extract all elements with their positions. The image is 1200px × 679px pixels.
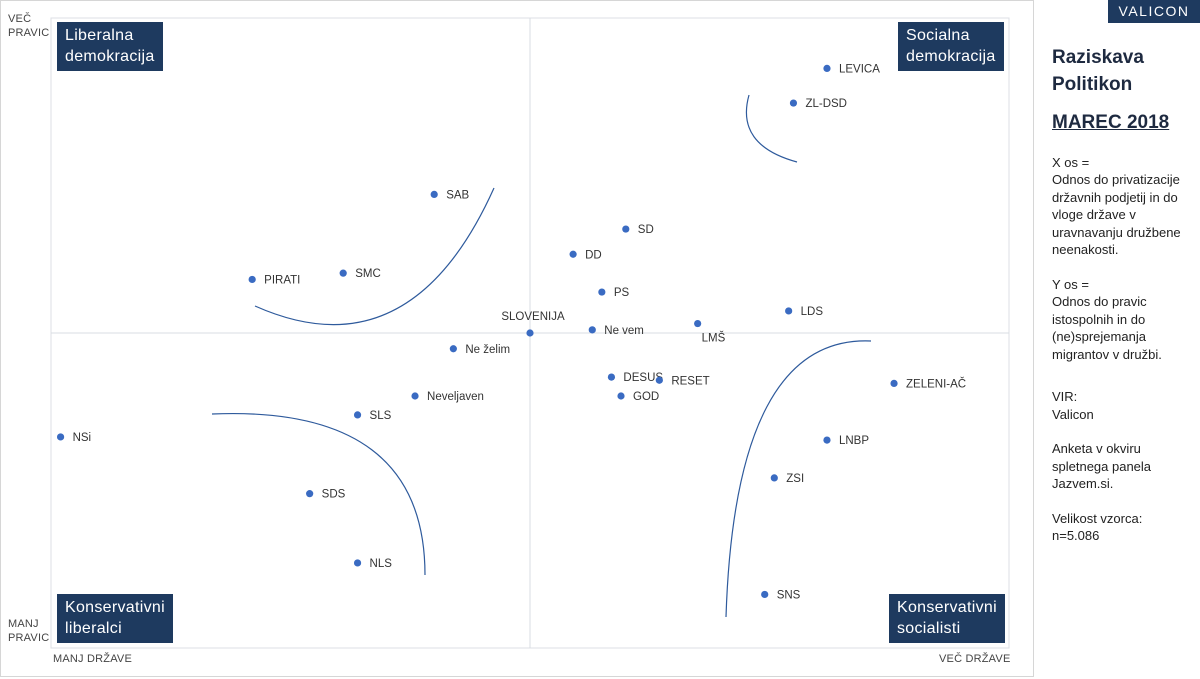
quadrant-label-line1: Liberalna xyxy=(65,27,134,44)
point-lms xyxy=(694,319,702,328)
y-axis-description: Odnos do pravic istospolnih in do (ne)sp… xyxy=(1052,294,1162,362)
point-zl-dsd xyxy=(789,99,798,107)
point-sd xyxy=(622,225,630,233)
point-label-desus: DESUS xyxy=(623,372,663,384)
point-ne-vem xyxy=(588,326,596,334)
x-axis-description: Odnos do privatizacije državnih podjetij… xyxy=(1052,172,1181,257)
point-label-sd: SD xyxy=(638,224,654,236)
valicon-logo: VALICON xyxy=(1108,0,1200,23)
point-slovenija xyxy=(526,329,534,337)
sample-heading: Velikost vzorca: xyxy=(1052,510,1143,526)
survey-month: MAREC 2018 xyxy=(1052,112,1170,133)
survey-note: Anketa v okviru spletnega panela Jazvem.… xyxy=(1052,441,1152,491)
point-label-sls: SLS xyxy=(370,410,392,422)
point-label-zeleni-ac: ZELENI-AČ xyxy=(906,377,966,390)
y-axis-top-label: VEČ PRAVIC xyxy=(8,12,49,40)
point-zeleni-ac xyxy=(890,379,898,387)
point-lds xyxy=(785,307,793,315)
y-axis-bottom-label: MANJ PRAVIC xyxy=(8,617,49,645)
quadrant-label-line1: Socialna xyxy=(906,27,970,44)
point-nls xyxy=(353,559,362,567)
point-sab xyxy=(430,190,438,198)
point-label-levica: LEVICA xyxy=(839,63,880,75)
quadrant-liberal-democracy: Liberalna demokracija xyxy=(57,22,163,71)
cluster-arc-bottom-left xyxy=(211,412,426,576)
y-axis-top-line2: PRAVIC xyxy=(8,27,50,39)
x-axis-heading: X os = xyxy=(1052,154,1090,170)
y-axis-top-line1: VEČ xyxy=(8,13,32,25)
source-heading: VIR: xyxy=(1052,389,1078,404)
y-axis-bottom-line2: PRAVIC xyxy=(8,632,50,644)
point-label-sds: SDS xyxy=(322,489,346,501)
point-label-lnbp: LNBP xyxy=(839,435,869,447)
point-label-sns: SNS xyxy=(777,589,801,601)
point-label-ne-zelim: Ne želim xyxy=(465,344,510,356)
quadrant-conservative-liberals: Konservativni liberalci xyxy=(57,594,173,643)
point-levica xyxy=(823,64,831,72)
point-lnbp xyxy=(823,436,831,444)
point-label-reset: RESET xyxy=(671,375,709,387)
point-sns xyxy=(761,590,769,599)
point-reset xyxy=(655,376,663,384)
cluster-arc-top-right xyxy=(745,94,798,163)
point-nsi xyxy=(56,433,65,441)
quadrant-label-line1: Konservativni xyxy=(897,599,997,616)
point-pirati xyxy=(248,275,256,284)
quadrant-label-line2: demokracija xyxy=(906,48,996,65)
quadrant-label-line2: liberalci xyxy=(65,620,122,637)
chart-plot: LEVICA ZL-DSD SAB SD DD PIRATI SMC PS LDS LMŠ SLOV… xyxy=(50,17,1010,649)
x-axis-left-label: MANJ DRŽAVE xyxy=(53,653,133,665)
quadrant-conservative-socialists: Konservativni socialisti xyxy=(889,594,1005,643)
point-label-dd: DD xyxy=(585,249,602,261)
point-label-zl-dsd: ZL-DSD xyxy=(805,98,847,110)
point-ne-zelim xyxy=(449,345,457,353)
quadrant-label-line2: socialisti xyxy=(897,620,961,637)
point-label-neveljaven: Neveljaven xyxy=(427,391,484,403)
x-axis-right-label: VEČ DRŽAVE xyxy=(939,653,1011,665)
info-panel: Raziskava Politikon MAREC 2018 X os = Od… xyxy=(1052,44,1192,545)
point-sls xyxy=(353,411,362,419)
y-axis-heading: Y os = xyxy=(1052,276,1089,292)
point-god xyxy=(617,392,625,400)
point-neveljaven xyxy=(411,392,419,400)
point-label-nls: NLS xyxy=(370,558,393,570)
point-label-sab: SAB xyxy=(446,189,469,201)
quadrant-label-line1: Konservativni xyxy=(65,599,165,616)
point-label-pirati: PIRATI xyxy=(264,274,300,286)
cluster-arc-bottom-right xyxy=(725,340,872,618)
survey-title-line1: Raziskava xyxy=(1052,47,1144,68)
point-label-ps: PS xyxy=(614,287,630,299)
point-label-smc: SMC xyxy=(355,268,381,280)
y-axis-bottom-line1: MANJ xyxy=(8,618,39,630)
point-label-lds: LDS xyxy=(801,306,824,318)
sample-value: n=5.086 xyxy=(1052,528,1100,543)
source-value: Valicon xyxy=(1052,406,1094,422)
chart-frame xyxy=(0,0,1034,677)
point-label-god: GOD xyxy=(633,391,659,403)
point-label-lms: LMŠ xyxy=(702,332,726,345)
quadrant-label-line2: demokracija xyxy=(65,48,155,65)
point-label-nsi: NSi xyxy=(73,432,92,444)
point-dd xyxy=(569,250,577,258)
point-smc xyxy=(339,269,347,277)
point-label-zsi: ZSI xyxy=(786,473,804,485)
point-zsi xyxy=(770,474,778,482)
point-sds xyxy=(306,490,314,498)
point-label-slovenija: SLOVENIJA xyxy=(501,311,565,323)
cluster-arc-top-left xyxy=(254,187,495,326)
quadrant-social-democracy: Socialna demokracija xyxy=(898,22,1004,71)
point-desus xyxy=(607,373,616,381)
point-ps xyxy=(598,288,606,296)
survey-title-line2: Politikon xyxy=(1052,74,1133,95)
point-label-ne-vem: Ne vem xyxy=(604,325,644,337)
